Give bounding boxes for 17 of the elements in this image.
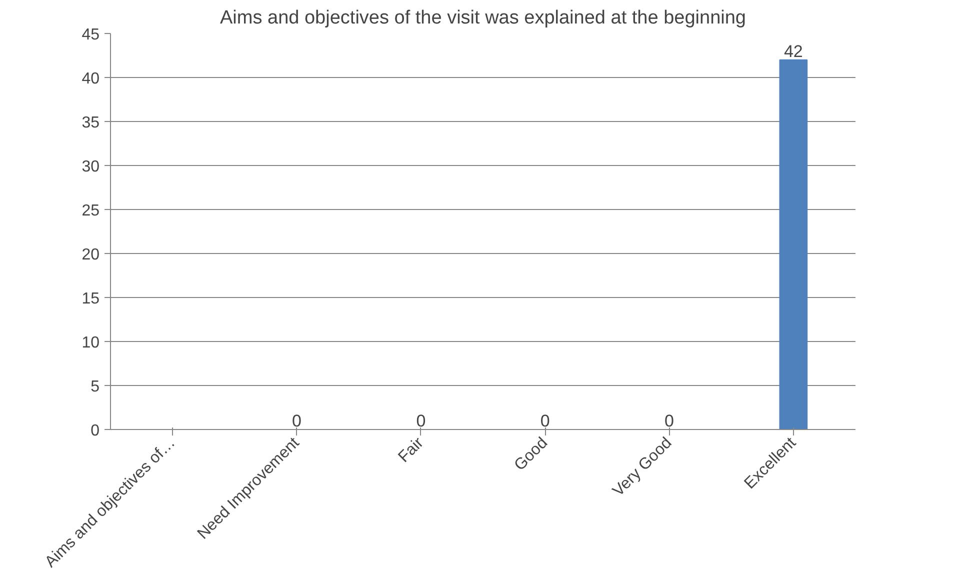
y-tick-label: 10 — [82, 334, 100, 352]
y-tick-label: 40 — [82, 70, 100, 88]
data-label: 0 — [416, 412, 426, 430]
y-tick-label: 20 — [82, 246, 100, 264]
y-tick-label: 35 — [82, 114, 100, 132]
data-label: 0 — [664, 412, 674, 430]
data-label: 0 — [540, 412, 550, 430]
y-tick-label: 0 — [90, 422, 100, 440]
y-tick-label: 5 — [90, 378, 100, 396]
data-label: 42 — [784, 42, 803, 61]
data-label: 0 — [292, 412, 302, 430]
y-tick-label: 30 — [82, 158, 100, 176]
chart-title: Aims and objectives of the visit was explained at the beginning — [220, 8, 746, 28]
y-tick-label: 15 — [82, 290, 100, 308]
x-tick-label: Fair — [395, 434, 428, 466]
y-tick-label: 25 — [82, 202, 100, 220]
y-tick-label: 45 — [82, 26, 100, 44]
